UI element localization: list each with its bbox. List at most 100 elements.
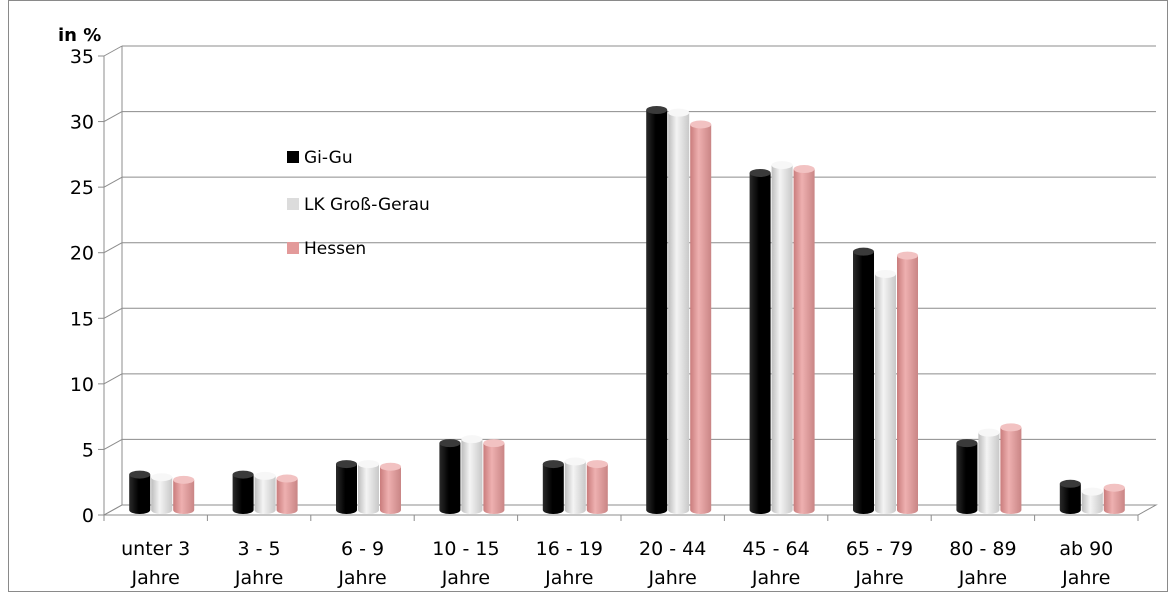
x-category-label: 65 - 79: [846, 538, 913, 560]
y-tick-label: 30: [70, 112, 94, 134]
bar-gi-gu: [956, 443, 978, 514]
bar-lk-gro-gerau: [461, 439, 483, 514]
bar-lk-gro-gerau: [875, 273, 896, 514]
bar-top-gi-gu: [956, 439, 978, 448]
bar-top-gi-gu: [542, 460, 564, 469]
bar-gi-gu: [232, 474, 254, 514]
gridline-side: [103, 45, 123, 57]
y-tick-label: 10: [70, 374, 94, 396]
gridline-side: [103, 242, 123, 254]
gridline-side: [103, 504, 123, 516]
legend-label: LK Groß-Gerau: [304, 195, 430, 215]
y-tick-label: 25: [70, 177, 94, 199]
y-tick-label: 35: [70, 46, 94, 68]
bar-top-gi-gu: [646, 106, 668, 115]
y-tick-label: 0: [82, 505, 94, 527]
bar-lk-gro-gerau: [358, 464, 379, 514]
bar-lk-gro-gerau: [978, 432, 1000, 514]
x-category-label-unit: Jahre: [337, 567, 386, 589]
bar-top-lk-gro-gerau: [668, 108, 690, 117]
bar-gi-gu: [129, 474, 151, 514]
bar-lk-gro-gerau: [1081, 491, 1103, 514]
x-category-label: 80 - 89: [949, 538, 1016, 560]
bar-top-gi-gu: [336, 460, 357, 469]
x-category-label: 20 - 44: [639, 538, 706, 560]
bar-top-hessen: [380, 462, 401, 471]
bar-hessen: [276, 478, 298, 514]
x-category-label: 3 - 5: [238, 538, 281, 560]
bar-top-hessen: [173, 475, 195, 484]
bar-top-lk-gro-gerau: [564, 457, 586, 466]
bar-gi-gu: [646, 110, 668, 514]
bar-top-hessen: [897, 251, 918, 260]
bar-top-hessen: [586, 460, 608, 469]
bar-lk-gro-gerau: [151, 477, 173, 514]
y-tick-label: 5: [82, 439, 94, 461]
bar-top-hessen: [793, 165, 815, 174]
bar-top-gi-gu: [232, 470, 254, 479]
x-category-label-unit: Jahre: [131, 567, 180, 589]
gridline-side: [103, 373, 123, 385]
y-tick-label: 15: [70, 308, 94, 330]
bar-lk-gro-gerau: [771, 165, 793, 514]
x-category-label-unit: Jahre: [544, 567, 593, 589]
x-category-label-unit: Jahre: [648, 567, 697, 589]
bar-top-gi-gu: [129, 470, 151, 479]
bar-lk-gro-gerau: [668, 112, 690, 514]
bar-top-gi-gu: [853, 247, 874, 256]
bar-top-lk-gro-gerau: [978, 428, 1000, 437]
x-category-label: 16 - 19: [536, 538, 603, 560]
x-category-label: ab 90: [1059, 538, 1113, 560]
legend-label: Hessen: [304, 239, 366, 259]
bar-top-gi-gu: [749, 168, 771, 177]
bar-gi-gu: [439, 443, 461, 514]
gridline-side: [103, 176, 123, 188]
bar-top-hessen: [483, 439, 505, 448]
bar-gi-gu: [336, 464, 357, 514]
x-category-label-unit: Jahre: [1061, 567, 1110, 589]
legend-label: Gi-Gu: [304, 148, 353, 168]
legend-swatch: [287, 242, 299, 254]
bar-top-hessen: [1000, 423, 1022, 432]
gridline-side: [103, 111, 123, 123]
bar-hessen: [793, 169, 815, 514]
bar-hessen: [483, 443, 505, 514]
bar-top-lk-gro-gerau: [358, 460, 379, 469]
bar-hessen: [1103, 487, 1125, 514]
x-category-label-unit: Jahre: [441, 567, 490, 589]
bar-gi-gu: [542, 464, 564, 514]
bar-lk-gro-gerau: [564, 461, 586, 514]
x-category-label-unit: Jahre: [751, 567, 800, 589]
bar-hessen: [173, 479, 195, 514]
x-category-label-unit: Jahre: [234, 567, 283, 589]
bar-hessen: [690, 124, 712, 514]
y-axis-unit-label: in %: [58, 25, 101, 46]
bar-gi-gu: [853, 251, 874, 515]
bar-hessen: [1000, 427, 1022, 514]
bar-gi-gu: [749, 172, 771, 514]
x-category-label: unter 3: [121, 538, 190, 560]
bar-top-lk-gro-gerau: [151, 473, 173, 482]
bar-top-hessen: [276, 474, 298, 483]
bar-top-hessen: [690, 120, 712, 129]
legend-swatch: [287, 198, 299, 210]
bar-hessen: [586, 464, 608, 514]
legend-swatch: [287, 151, 299, 163]
bar-lk-gro-gerau: [254, 475, 276, 514]
bar-gi-gu: [1059, 483, 1081, 514]
bar-top-hessen: [1103, 483, 1125, 492]
x-category-label-unit: Jahre: [854, 567, 903, 589]
x-category-label: 10 - 15: [432, 538, 499, 560]
bar-top-lk-gro-gerau: [771, 161, 793, 170]
gridline-side: [103, 307, 123, 319]
bar-top-lk-gro-gerau: [461, 435, 483, 444]
x-category-label-unit: Jahre: [958, 567, 1007, 589]
bar-top-lk-gro-gerau: [875, 269, 896, 278]
bar-hessen: [380, 466, 401, 514]
y-tick-label: 20: [70, 243, 94, 265]
bar-top-lk-gro-gerau: [254, 471, 276, 480]
gridline-side: [103, 438, 123, 450]
x-category-label: 45 - 64: [742, 538, 809, 560]
